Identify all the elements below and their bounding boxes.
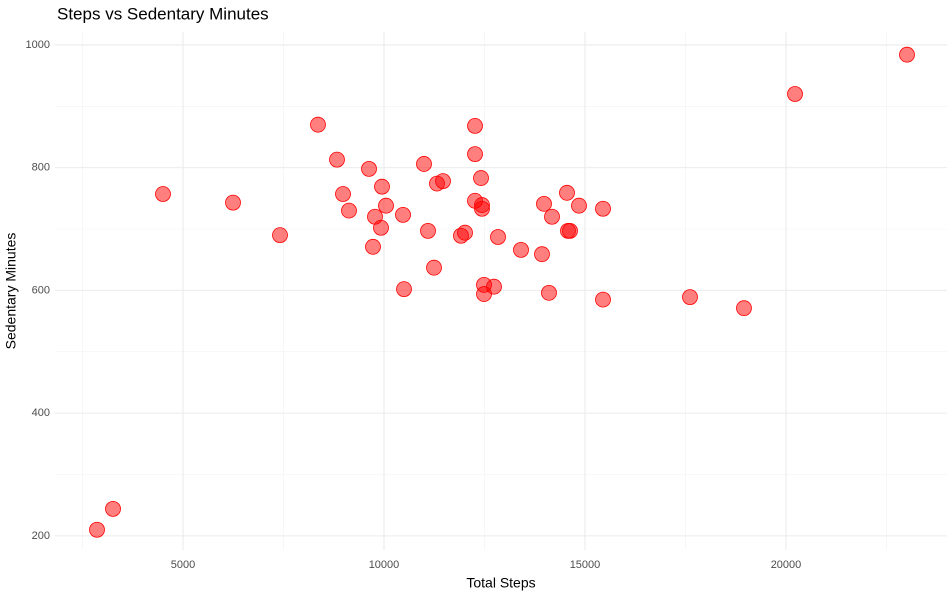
point bbox=[595, 200, 611, 217]
point bbox=[435, 173, 451, 190]
point bbox=[416, 156, 432, 172]
point bbox=[396, 281, 412, 298]
point bbox=[378, 197, 394, 214]
point bbox=[513, 241, 529, 258]
point bbox=[467, 146, 483, 163]
point bbox=[536, 195, 552, 212]
point bbox=[486, 278, 502, 295]
x-tick-label: 5000 bbox=[171, 559, 195, 571]
y-axis-title: Sedentary Minutes bbox=[3, 233, 19, 350]
point bbox=[335, 186, 351, 202]
point bbox=[310, 116, 326, 133]
x-tick-label: 15000 bbox=[570, 559, 601, 571]
point bbox=[374, 178, 390, 195]
point bbox=[682, 289, 698, 306]
point bbox=[467, 118, 483, 134]
x-tick-label: 10000 bbox=[369, 559, 400, 571]
point bbox=[474, 200, 490, 217]
chart-title: Steps vs Sedentary Minutes bbox=[57, 4, 269, 23]
point bbox=[595, 291, 611, 308]
point bbox=[272, 227, 288, 244]
point bbox=[571, 197, 587, 214]
point bbox=[457, 224, 473, 241]
point bbox=[559, 184, 575, 201]
point bbox=[341, 202, 357, 219]
point bbox=[395, 206, 411, 223]
point bbox=[89, 521, 105, 538]
y-tick-label: 200 bbox=[32, 530, 50, 542]
point bbox=[541, 284, 557, 301]
x-axis-title: Total Steps bbox=[466, 575, 535, 591]
point bbox=[373, 219, 389, 236]
point bbox=[473, 170, 489, 186]
point bbox=[155, 186, 171, 202]
y-tick-label: 600 bbox=[32, 284, 50, 296]
point bbox=[562, 222, 578, 239]
point bbox=[329, 151, 345, 168]
point bbox=[490, 229, 506, 245]
point bbox=[361, 160, 377, 177]
point bbox=[426, 259, 442, 276]
point bbox=[736, 300, 752, 317]
x-tick-label: 20000 bbox=[771, 559, 802, 571]
point bbox=[544, 208, 560, 225]
point bbox=[225, 194, 241, 211]
point bbox=[105, 500, 121, 517]
point bbox=[534, 246, 550, 263]
y-tick-label: 400 bbox=[32, 407, 50, 419]
point bbox=[420, 222, 436, 239]
y-tick-label: 1000 bbox=[26, 39, 50, 51]
point bbox=[365, 238, 381, 255]
point bbox=[787, 86, 803, 102]
point bbox=[899, 46, 915, 63]
y-tick-label: 800 bbox=[32, 162, 50, 174]
